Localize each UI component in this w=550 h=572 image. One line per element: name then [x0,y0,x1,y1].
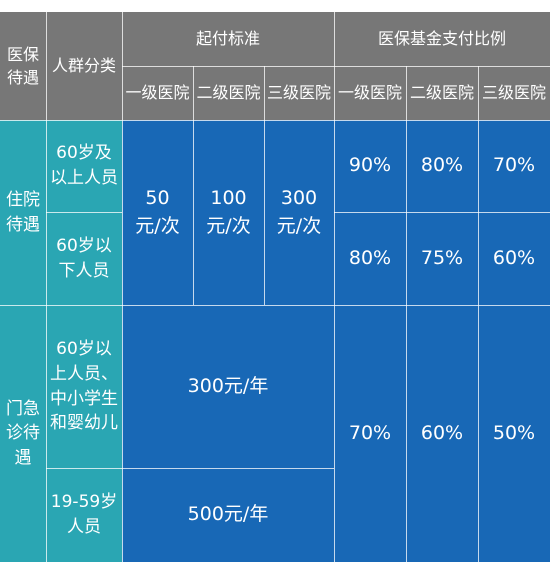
divider-v-193 [193,66,194,305]
header-ratio-level-3: 三级医院 [478,66,550,120]
header-ratio-level-2: 二级医院 [406,66,478,120]
inpatient-ratio-under-60-level-3: 60% [478,212,550,305]
outpatient-label: 门急 诊待 遇 [0,305,46,562]
divider-h-212b [334,212,550,213]
divider-v-334 [334,12,335,562]
header-threshold-level-3: 三级医院 [264,66,334,120]
outpatient-ratio-level-1: 70% [334,305,406,562]
inpatient-group-60-plus: 60岁及 以上人员 [46,120,122,212]
outpatient-threshold-19-59: 500元/年 [122,468,334,562]
outpatient-group-19-59: 19-59岁 人员 [46,468,122,562]
header-threshold: 起付标准 [122,12,334,66]
divider-h-120 [0,120,550,121]
inpatient-threshold-level-1: 50 元/次 [122,120,193,305]
divider-v-264 [264,66,265,305]
divider-h-468 [46,468,334,469]
header-ratio-level-1: 一级医院 [334,66,406,120]
inpatient-ratio-60-plus-level-1: 90% [334,120,406,212]
outpatient-group-elderly-students-infants: 60岁以 上人员、 中小学生 和婴幼儿 [46,305,122,468]
header-threshold-level-2: 二级医院 [193,66,264,120]
divider-h-562 [0,562,550,563]
header-ratio: 医保基金支付比例 [334,12,550,66]
outpatient-ratio-level-3: 50% [478,305,550,562]
divider-v-478 [478,66,479,562]
inpatient-threshold-level-2: 100 元/次 [193,120,264,305]
divider-v-122 [122,12,123,562]
divider-h-212 [46,212,122,213]
inpatient-group-under-60: 60岁以 下人员 [46,212,122,305]
header-threshold-level-1: 一级医院 [122,66,193,120]
header-category: 医保 待遇 [0,12,46,120]
inpatient-ratio-60-plus-level-2: 80% [406,120,478,212]
divider-v-46 [46,12,47,562]
outpatient-threshold-elderly: 300元/年 [122,305,334,468]
outpatient-ratio-level-2: 60% [406,305,478,562]
divider-h-305 [0,305,550,306]
divider-h-66 [122,66,550,67]
inpatient-ratio-60-plus-level-3: 70% [478,120,550,212]
inpatient-ratio-under-60-level-2: 75% [406,212,478,305]
divider-v-406 [406,66,407,562]
inpatient-label: 住院 待遇 [0,120,46,305]
inpatient-threshold-level-3: 300 元/次 [264,120,334,305]
header-group: 人群分类 [46,12,122,120]
inpatient-ratio-under-60-level-1: 80% [334,212,406,305]
